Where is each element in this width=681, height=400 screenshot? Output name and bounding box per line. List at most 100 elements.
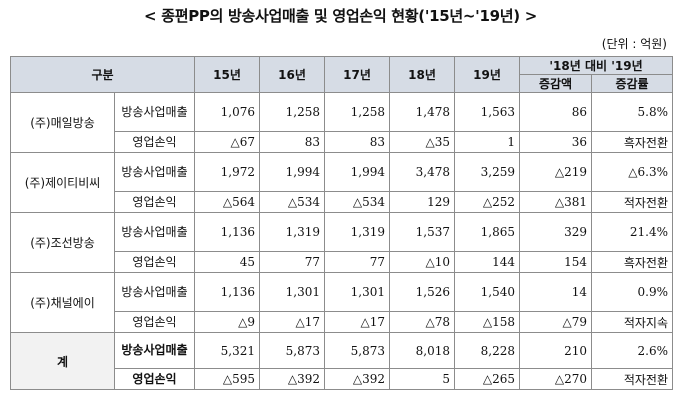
cell: 5,873 bbox=[259, 332, 325, 369]
cell-diff: △270 bbox=[519, 368, 592, 390]
cell: 1,563 bbox=[454, 92, 520, 132]
cell: 1,478 bbox=[389, 92, 455, 132]
unit-label: (단위 : 억원) bbox=[601, 37, 667, 51]
cell: 83 bbox=[324, 131, 390, 153]
row-label-operating: 영업손익 bbox=[114, 368, 195, 390]
cell-rate: △6.3% bbox=[590, 152, 674, 192]
table-row: (주)매일방송 방송사업매출 1,076 1,258 1,258 1,478 1… bbox=[10, 92, 674, 153]
cell-rate: 적자지속 bbox=[590, 311, 674, 333]
cell: △564 bbox=[194, 191, 260, 213]
company-name: (주)매일방송 bbox=[10, 92, 115, 153]
cell: △10 bbox=[389, 251, 455, 273]
table-row: (주)채널에이 방송사업매출 1,136 1,301 1,301 1,526 1… bbox=[10, 272, 674, 333]
header-year-19: 19년 bbox=[454, 56, 520, 93]
header-year-17: 17년 bbox=[324, 56, 390, 93]
cell: 1,301 bbox=[259, 272, 325, 312]
cell: 5,873 bbox=[324, 332, 390, 369]
cell-diff: 36 bbox=[519, 131, 592, 153]
cell: 1,258 bbox=[259, 92, 325, 132]
cell: 83 bbox=[259, 131, 325, 153]
cell: 5,321 bbox=[194, 332, 260, 369]
cell: △17 bbox=[259, 311, 325, 333]
cell: △534 bbox=[324, 191, 390, 213]
row-label-operating: 영업손익 bbox=[114, 311, 195, 333]
cell: 1,258 bbox=[324, 92, 390, 132]
cell-diff: 210 bbox=[519, 332, 592, 369]
cell: △392 bbox=[259, 368, 325, 390]
cell: 1 bbox=[454, 131, 520, 153]
cell-diff: 14 bbox=[519, 272, 592, 312]
row-label-revenue: 방송사업매출 bbox=[114, 152, 195, 192]
cell: 77 bbox=[324, 251, 390, 273]
cell-rate: 흑자전환 bbox=[590, 251, 674, 273]
row-label-revenue: 방송사업매출 bbox=[114, 212, 195, 252]
revenue-table: 구분 15년 16년 17년 18년 19년 '18년 대비 '19년 증감액 … bbox=[10, 56, 674, 390]
cell: 1,301 bbox=[324, 272, 390, 312]
cell-rate: 적자전환 bbox=[590, 191, 674, 213]
cell: 45 bbox=[194, 251, 260, 273]
company-name: (주)제이티비씨 bbox=[10, 152, 115, 213]
cell: △158 bbox=[454, 311, 520, 333]
cell: 1,972 bbox=[194, 152, 260, 192]
cell: 144 bbox=[454, 251, 520, 273]
cell: 1,526 bbox=[389, 272, 455, 312]
row-label-revenue: 방송사업매출 bbox=[114, 272, 195, 312]
total-row: 영업손익 △595 △392 △392 5 △265 △270 적자전환 bbox=[11, 368, 674, 390]
cell: 1,136 bbox=[194, 272, 260, 312]
cell: △252 bbox=[454, 191, 520, 213]
cell: △265 bbox=[454, 368, 520, 390]
cell-rate: 흑자전환 bbox=[590, 131, 674, 153]
table-title: < 종편PP의 방송사업매출 및 영업손익 현황('15년~'19년) > bbox=[144, 7, 537, 25]
table-row: 영업손익 △9 △17 △17 △78 △158 △79 적자지속 bbox=[11, 311, 674, 333]
table-row: (주)제이티비씨 방송사업매출 1,972 1,994 1,994 3,478 … bbox=[10, 152, 674, 213]
header-compare: '18년 대비 '19년 bbox=[518, 56, 674, 75]
total-label: 계 bbox=[10, 332, 115, 390]
table-row: (주)조선방송 방송사업매출 1,136 1,319 1,319 1,537 1… bbox=[10, 212, 674, 273]
cell: 1,994 bbox=[324, 152, 390, 192]
table-row: 영업손익 △67 83 83 △35 1 36 흑자전환 bbox=[11, 131, 674, 153]
row-label-operating: 영업손익 bbox=[114, 191, 195, 213]
cell-rate: 0.9% bbox=[590, 272, 674, 312]
cell-diff: 154 bbox=[519, 251, 592, 273]
cell: △17 bbox=[324, 311, 390, 333]
cell: △392 bbox=[324, 368, 390, 390]
row-label-revenue: 방송사업매출 bbox=[114, 92, 195, 132]
cell: 1,994 bbox=[259, 152, 325, 192]
cell-rate: 2.6% bbox=[590, 332, 674, 369]
header-diff: 증감액 bbox=[519, 74, 592, 93]
cell: 5 bbox=[389, 368, 455, 390]
cell-diff: △381 bbox=[519, 191, 592, 213]
cell: 1,136 bbox=[194, 212, 260, 252]
cell-rate: 적자전환 bbox=[590, 368, 674, 390]
cell-diff: 329 bbox=[519, 212, 592, 252]
cell: △67 bbox=[194, 131, 260, 153]
header-year-16: 16년 bbox=[259, 56, 325, 93]
cell: 3,259 bbox=[454, 152, 520, 192]
cell-diff: △219 bbox=[519, 152, 592, 192]
total-row: 계 방송사업매출 5,321 5,873 5,873 8,018 8,228 2… bbox=[10, 332, 674, 390]
cell: 1,540 bbox=[454, 272, 520, 312]
cell-rate: 21.4% bbox=[590, 212, 674, 252]
cell: 8,228 bbox=[454, 332, 520, 369]
row-label-operating: 영업손익 bbox=[114, 131, 195, 153]
cell: △35 bbox=[389, 131, 455, 153]
cell: 77 bbox=[259, 251, 325, 273]
cell-rate: 5.8% bbox=[590, 92, 674, 132]
cell: △534 bbox=[259, 191, 325, 213]
header-rate: 증감률 bbox=[590, 74, 674, 93]
cell: △595 bbox=[194, 368, 260, 390]
header-group: 구분 bbox=[10, 56, 195, 93]
cell: △78 bbox=[389, 311, 455, 333]
cell: 1,076 bbox=[194, 92, 260, 132]
cell: 1,865 bbox=[454, 212, 520, 252]
cell: 3,478 bbox=[389, 152, 455, 192]
cell: △9 bbox=[194, 311, 260, 333]
cell: 1,319 bbox=[324, 212, 390, 252]
cell-diff: △79 bbox=[519, 311, 592, 333]
header-year-18: 18년 bbox=[389, 56, 455, 93]
company-name: (주)조선방송 bbox=[10, 212, 115, 273]
cell: 1,319 bbox=[259, 212, 325, 252]
cell: 129 bbox=[389, 191, 455, 213]
header-year-15: 15년 bbox=[194, 56, 260, 93]
cell-diff: 86 bbox=[519, 92, 592, 132]
